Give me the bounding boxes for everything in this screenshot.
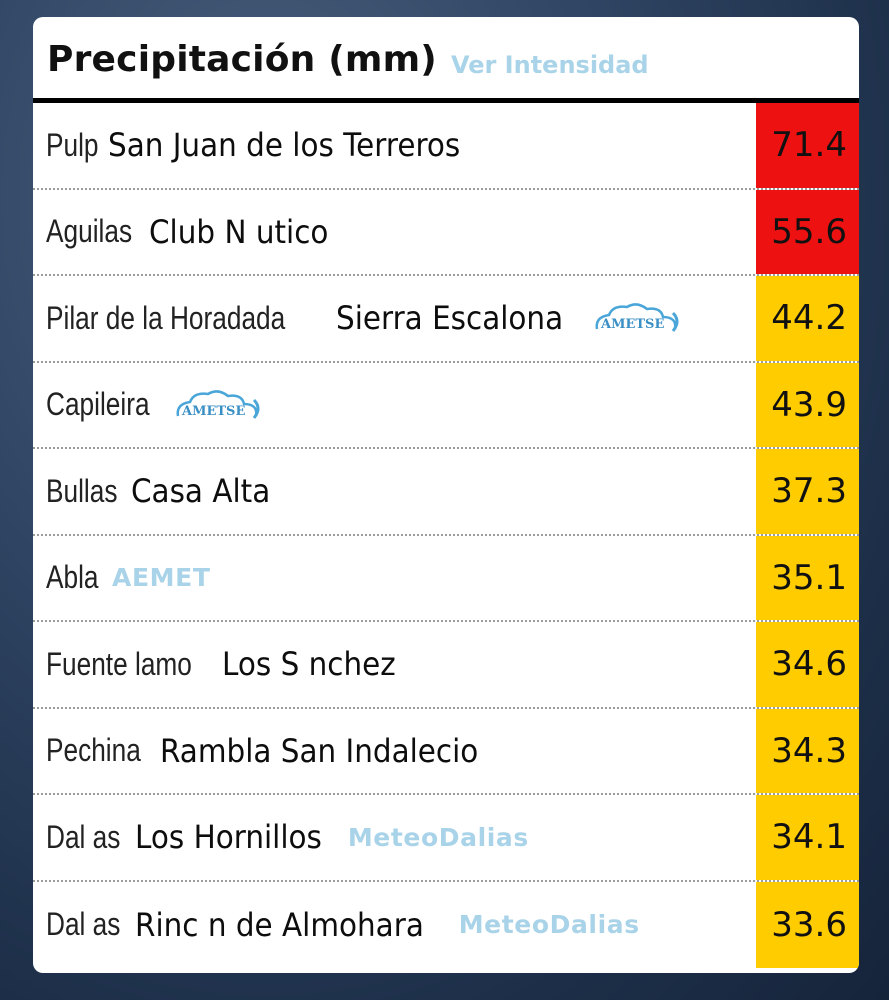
precipitation-value: 43.9 (756, 362, 859, 447)
precipitation-value: 37.3 (756, 449, 859, 534)
station-label: Sierra Escalona (335, 299, 563, 338)
town-name: Fuente lamo (46, 645, 192, 682)
station-row[interactable]: Pulp San Juan de los Terreros 71.4 (33, 103, 859, 190)
town-name: Capileira (46, 386, 150, 423)
station-name-cell: Dal as Rinc n de Almohara MeteoDalias (33, 882, 756, 969)
town-name: Dal as (46, 818, 121, 855)
precipitation-value: 55.6 (756, 189, 859, 274)
precipitation-value: 44.2 (756, 276, 859, 361)
town-name: Dal as (46, 906, 121, 943)
source-badge[interactable]: MeteoDalias (347, 822, 529, 852)
station-row[interactable]: Dal as Los Hornillos MeteoDalias 34.1 (33, 795, 859, 882)
precipitation-value: 34.1 (756, 795, 859, 880)
ametse-logo-icon: AMETSE (591, 301, 681, 335)
station-name-cell: Dal as Los Hornillos MeteoDalias (33, 795, 756, 880)
town-name: Pilar de la Horadada (46, 299, 286, 336)
svg-text:AMETSE: AMETSE (600, 317, 664, 332)
card-header: Precipitación (mm) Ver Intensidad (33, 17, 859, 103)
station-name-cell: Pilar de la Horadada Sierra Escalona AMETS… (33, 276, 756, 361)
precipitation-card: Precipitación (mm) Ver Intensidad Pulp Sa… (33, 17, 859, 973)
station-row[interactable]: Dal as Rinc n de Almohara MeteoDalias 33.6 (33, 881, 859, 969)
station-name-cell: Fuente lamo Los S nchez (33, 622, 756, 707)
precipitation-value: 34.3 (756, 708, 859, 793)
station-row[interactable]: Abla AEMET 35.1 (33, 535, 859, 622)
town-name: Pulp (46, 126, 99, 163)
svg-text:AMETSE: AMETSE (181, 404, 245, 419)
station-name-cell: Bullas Casa Alta (33, 449, 756, 534)
source-badge[interactable]: AEMET (112, 563, 211, 593)
station-row[interactable]: Capileira AMETSE 43.9 (33, 362, 859, 449)
station-label: Los Hornillos (134, 818, 322, 857)
station-name-cell: Abla AEMET (33, 536, 756, 621)
station-name-cell: Capileira AMETSE (33, 363, 756, 448)
source-badge[interactable]: MeteoDalias (458, 910, 640, 940)
station-list: Pulp San Juan de los Terreros 71.4 Aguilas C… (33, 103, 859, 968)
precipitation-value: 35.1 (756, 535, 859, 620)
station-row[interactable]: Pechina Rambla San Indalecio 34.3 (33, 708, 859, 795)
station-name-cell: Aguilas Club N utico (33, 190, 756, 275)
precipitation-value: 33.6 (756, 881, 859, 968)
station-label: Los S nchez (221, 645, 396, 684)
precipitation-value: 34.6 (756, 622, 859, 707)
town-name: Pechina (46, 732, 141, 769)
station-row[interactable]: Bullas Casa Alta 37.3 (33, 449, 859, 536)
town-name: Bullas (46, 472, 118, 509)
station-name-cell: Pulp San Juan de los Terreros (33, 103, 756, 188)
station-row[interactable]: Fuente lamo Los S nchez 34.6 (33, 622, 859, 709)
card-title: Precipitación (mm) (47, 39, 437, 80)
station-row[interactable]: Pilar de la Horadada Sierra Escalona AMETS… (33, 276, 859, 363)
station-label: Casa Alta (131, 472, 271, 511)
town-name: Abla (46, 559, 99, 596)
station-label: Rambla San Indalecio (159, 731, 478, 770)
station-label: Club N utico (148, 212, 329, 251)
town-name: Aguilas (46, 213, 133, 250)
station-name-cell: Pechina Rambla San Indalecio (33, 709, 756, 794)
ametse-logo-icon: AMETSE (172, 388, 262, 422)
view-intensity-link[interactable]: Ver Intensidad (450, 50, 649, 79)
station-label: San Juan de los Terreros (108, 126, 461, 165)
station-label: Rinc n de Almohara (134, 905, 424, 944)
station-row[interactable]: Aguilas Club N utico 55.6 (33, 189, 859, 276)
precipitation-value: 71.4 (756, 103, 859, 188)
